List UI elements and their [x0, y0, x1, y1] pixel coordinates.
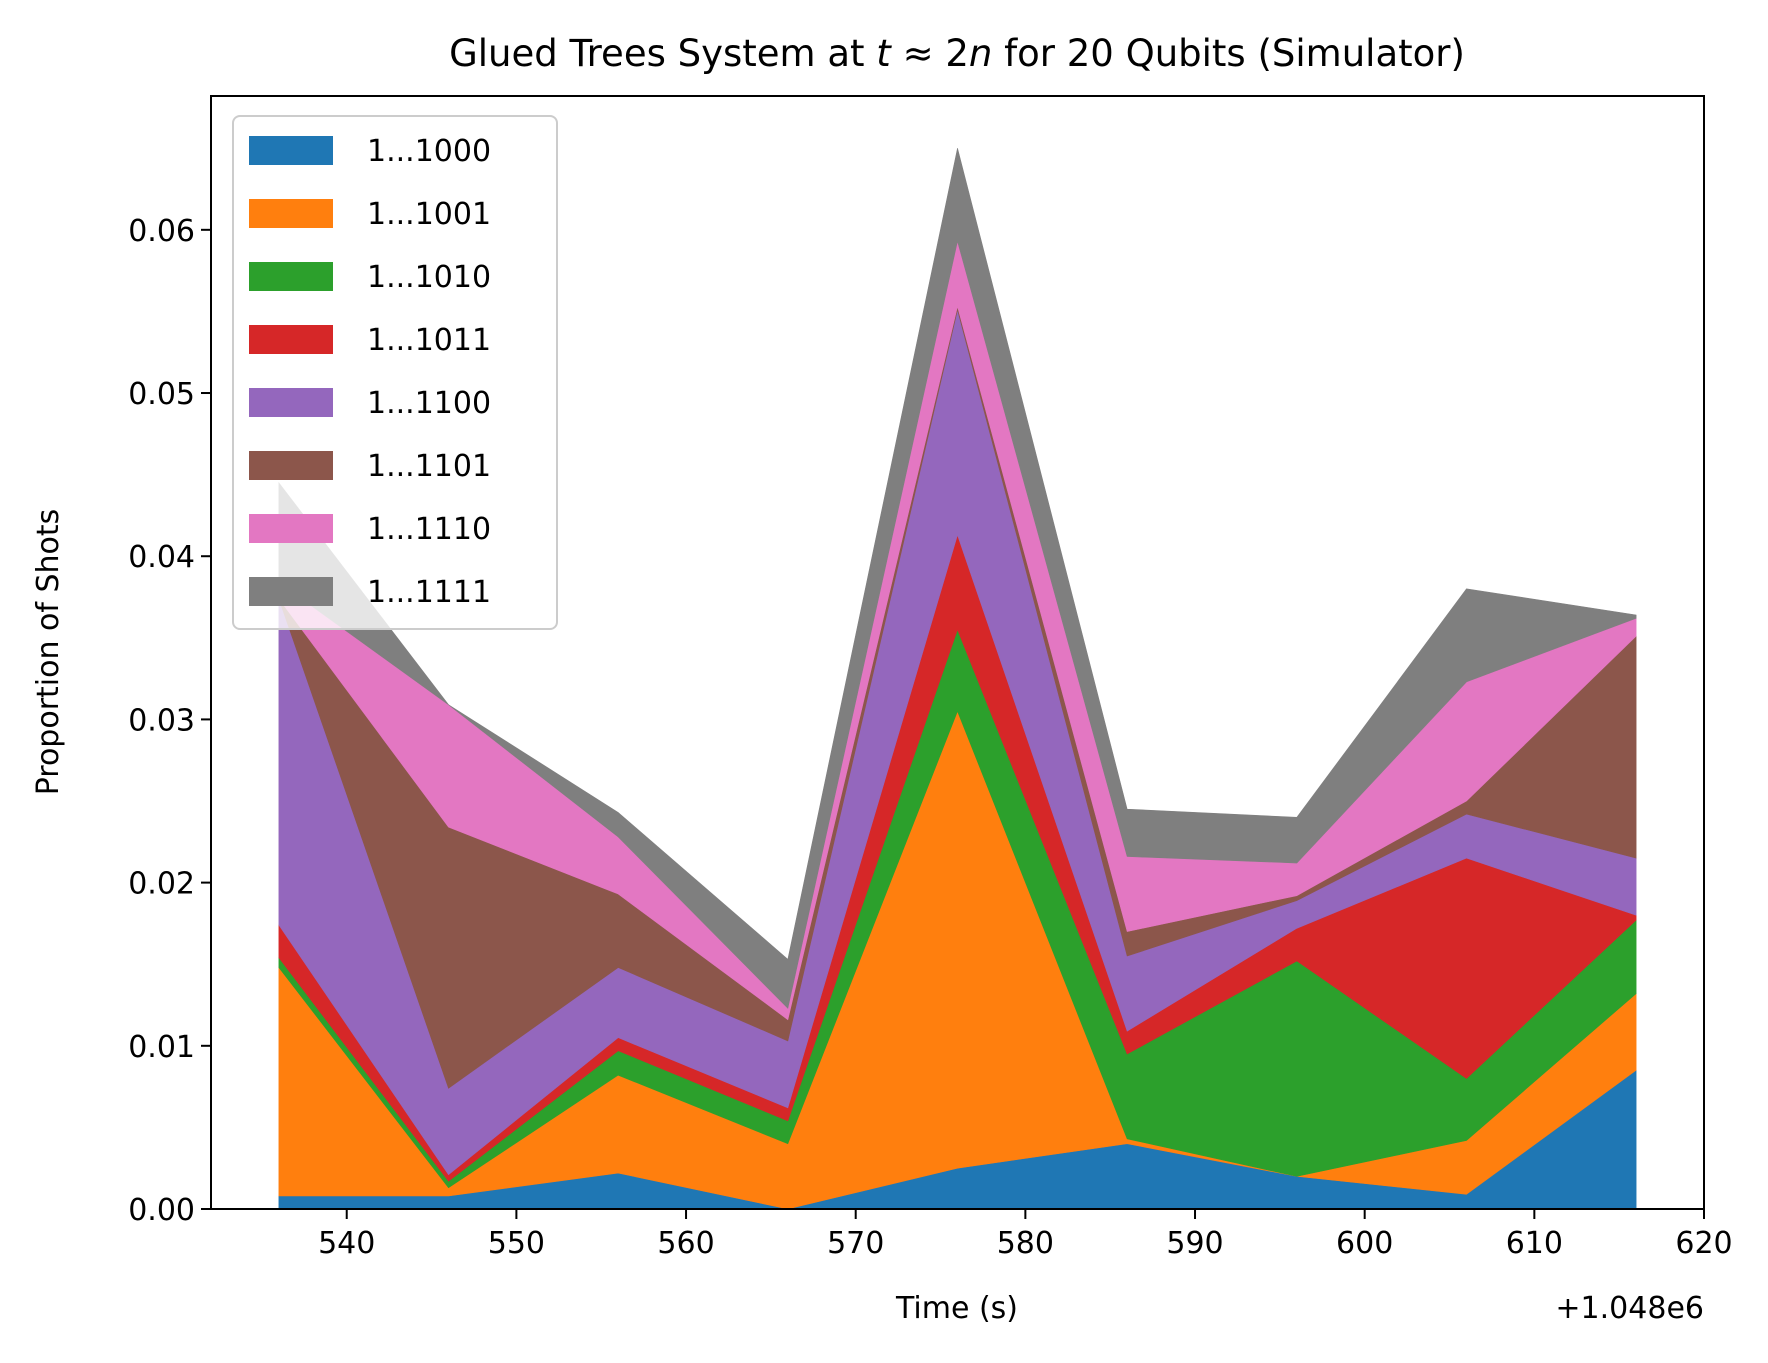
- area-series-8: [278, 148, 1637, 1009]
- legend-swatch: [249, 199, 333, 228]
- y-tick-label: 0.00: [128, 1193, 195, 1228]
- chart-title: Glued Trees System at t ≈ 2n for 20 Qubi…: [449, 32, 1465, 75]
- legend-label: 1...1000: [367, 134, 491, 169]
- legend-label: 1...1001: [367, 197, 491, 232]
- y-tick-label: 0.02: [128, 867, 195, 902]
- x-tick-label: 570: [827, 1226, 884, 1261]
- legend-label: 1...1011: [367, 323, 491, 358]
- legend-swatch: [249, 577, 333, 606]
- x-tick-label: 610: [1506, 1226, 1563, 1261]
- x-axis-label: Time (s): [895, 1291, 1018, 1326]
- legend-swatch: [249, 388, 333, 417]
- legend: 1...1000 1...1001 1...1010 1...1011 1...1100…: [232, 115, 558, 630]
- plot-frame: [210, 95, 1705, 1210]
- y-tick-label: 0.04: [128, 540, 195, 575]
- y-tick-label: 0.03: [128, 703, 195, 738]
- legend-items: 1...1000 1...1001 1...1010 1...1011 1...1100…: [249, 134, 491, 610]
- stacked-areas: [278, 148, 1637, 1210]
- legend-label: 1...1111: [367, 575, 491, 610]
- legend-label: 1...1100: [367, 386, 491, 421]
- y-tick-label: 0.06: [128, 214, 195, 249]
- legend-swatch: [249, 136, 333, 165]
- legend-swatch: [249, 451, 333, 480]
- y-tick-label: 0.05: [128, 377, 195, 412]
- x-tick-label: 590: [1166, 1226, 1223, 1261]
- legend-swatch: [249, 325, 333, 354]
- legend-label: 1...1101: [367, 449, 491, 484]
- legend-swatch: [249, 514, 333, 543]
- y-tick-label: 0.01: [128, 1030, 195, 1065]
- x-tick-label: 540: [318, 1226, 375, 1261]
- x-axis: 540 550 560 570 580 590 600 610 620: [318, 1209, 1733, 1261]
- legend-label: 1...1110: [367, 512, 491, 547]
- x-offset-label: +1.048e6: [1555, 1291, 1704, 1326]
- legend-swatch: [249, 262, 333, 291]
- legend-label: 1...1010: [367, 260, 491, 295]
- x-tick-label: 600: [1336, 1226, 1393, 1261]
- x-tick-label: 550: [488, 1226, 545, 1261]
- legend-frame: [232, 115, 558, 630]
- x-tick-label: 620: [1675, 1226, 1732, 1261]
- y-axis: 0.00 0.01 0.02 0.03 0.04 0.05 0.06: [128, 214, 211, 1228]
- x-tick-label: 560: [657, 1226, 714, 1261]
- x-tick-label: 580: [997, 1226, 1054, 1261]
- y-axis-label: Proportion of Shots: [31, 509, 66, 796]
